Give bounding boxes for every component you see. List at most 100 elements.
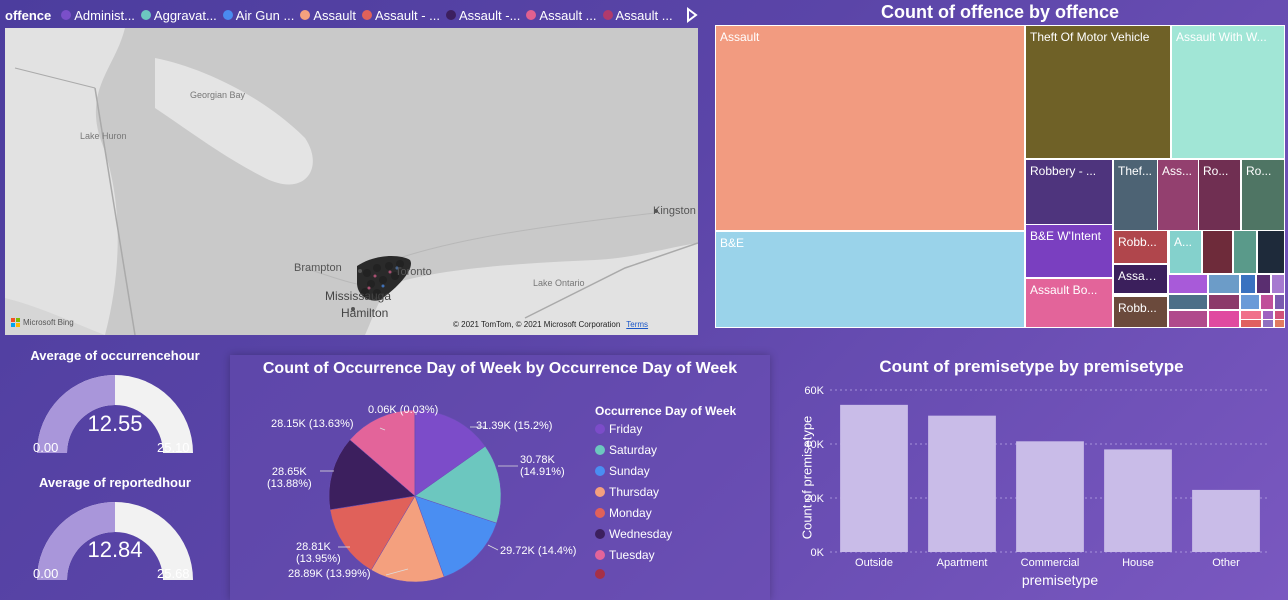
pie-legend-label: Tuesday bbox=[609, 548, 655, 562]
treemap-tile[interactable] bbox=[1275, 295, 1284, 309]
gauge-max: 25.10 bbox=[157, 440, 190, 455]
pie-legend-item[interactable]: Wednesday bbox=[595, 527, 672, 541]
pie-slice[interactable] bbox=[370, 495, 445, 583]
treemap-tile[interactable] bbox=[1258, 231, 1284, 273]
gauge-fill bbox=[37, 375, 115, 453]
gauge-min: 0.00 bbox=[33, 440, 59, 455]
bar-x-tick: Outside bbox=[855, 557, 893, 569]
treemap-tile[interactable] bbox=[1209, 295, 1239, 309]
map-label-lake-ontario: Lake Ontario bbox=[533, 278, 585, 288]
pie-legend-item[interactable]: Saturday bbox=[595, 443, 657, 457]
map-legend-label: Administ... bbox=[74, 7, 135, 23]
legend-dot-icon bbox=[602, 10, 613, 20]
map-terms-link[interactable]: Terms bbox=[626, 320, 649, 329]
pie-legend-label: Sunday bbox=[609, 464, 650, 478]
map-canvas bbox=[5, 28, 698, 335]
treemap-tile[interactable] bbox=[1203, 231, 1232, 273]
pie-legend-item[interactable]: Sunday bbox=[595, 464, 650, 478]
pie-legend-label: Thursday bbox=[609, 485, 660, 499]
pie-slice[interactable] bbox=[414, 446, 502, 524]
treemap-tile[interactable] bbox=[1241, 311, 1261, 319]
treemap-tile[interactable] bbox=[1275, 320, 1284, 327]
treemap-tile[interactable]: Ro... bbox=[1199, 160, 1240, 230]
treemap-tile[interactable] bbox=[1234, 231, 1256, 273]
treemap-tile[interactable] bbox=[1257, 275, 1270, 293]
bar-x-axis-label: premisetype bbox=[1021, 572, 1099, 588]
pie-slice[interactable] bbox=[328, 439, 416, 510]
gauge-value: 12.84 bbox=[87, 537, 143, 562]
treemap-tile[interactable]: Robb... bbox=[1114, 297, 1167, 327]
map-legend-item[interactable]: Assault bbox=[300, 8, 356, 23]
pie-legend-item[interactable]: Friday bbox=[595, 422, 642, 436]
legend-next-icon[interactable] bbox=[686, 7, 698, 23]
gauge-reportedhour[interactable]: Average of reportedhour bbox=[0, 475, 230, 490]
bar[interactable] bbox=[1104, 449, 1172, 552]
treemap-visual[interactable]: Assault Theft Of Motor Vehicle Assault Wit… bbox=[715, 25, 1285, 328]
pie-legend-item[interactable] bbox=[595, 569, 609, 579]
map-legend-item[interactable]: Assault -... bbox=[446, 8, 520, 23]
treemap-tile[interactable]: Theft Of Motor Vehicle bbox=[1026, 26, 1170, 158]
bar-y-tick: 40K bbox=[804, 439, 824, 451]
gauge-title: Average of occurrencehour bbox=[30, 348, 200, 363]
pie-slice[interactable] bbox=[349, 409, 416, 497]
map-legend-item[interactable]: Assault ... bbox=[602, 8, 673, 23]
legend-dot-icon bbox=[526, 10, 537, 20]
treemap-tile[interactable] bbox=[1241, 295, 1259, 309]
bar-y-tick: 0K bbox=[811, 547, 825, 559]
map-label-toronto: Toronto bbox=[395, 266, 432, 278]
map-legend-item[interactable]: Air Gun ... bbox=[222, 8, 294, 23]
map-legend-item[interactable]: Assault ... bbox=[526, 8, 597, 23]
treemap-tile[interactable]: Assault bbox=[716, 26, 1024, 230]
treemap-tile[interactable]: Thef... bbox=[1114, 160, 1157, 230]
treemap-tile[interactable] bbox=[1272, 275, 1284, 293]
bar[interactable] bbox=[928, 415, 996, 552]
map-legend-item[interactable]: Administ... bbox=[61, 8, 135, 23]
treemap-title: Count of offence by offence bbox=[881, 2, 1119, 22]
treemap-tile[interactable]: B&E W'Intent bbox=[1026, 225, 1112, 277]
map-legend-item[interactable]: Aggravat... bbox=[140, 8, 217, 23]
pie-data-label: 28.81K (13.95%) bbox=[296, 541, 341, 565]
gauge-occurrencehour[interactable]: Average of occurrencehour bbox=[0, 348, 230, 363]
map-legend-item[interactable]: Assault - ... bbox=[361, 8, 440, 23]
pie-legend-item[interactable]: Monday bbox=[595, 506, 652, 520]
map-visual[interactable]: Georgian Bay Lake Huron Lake Ontario Bra… bbox=[5, 28, 698, 335]
bar[interactable] bbox=[1192, 489, 1260, 552]
treemap-tile[interactable]: Ro... bbox=[1242, 160, 1284, 230]
map-copyright: © 2021 TomTom, © 2021 Microsoft Corporat… bbox=[453, 320, 648, 329]
bar-chart[interactable]: 0K 20K 40K 60K Outside Apartment Commercial Hou… bbox=[780, 380, 1280, 575]
treemap-tile[interactable] bbox=[1275, 311, 1284, 319]
treemap-tile[interactable]: Assault Bo... bbox=[1026, 279, 1112, 327]
treemap-tile[interactable] bbox=[1241, 275, 1255, 293]
pie-slice[interactable] bbox=[414, 409, 486, 497]
bar[interactable] bbox=[840, 404, 908, 552]
pie-slice[interactable] bbox=[414, 495, 497, 578]
bar[interactable] bbox=[1016, 441, 1084, 552]
treemap-tile[interactable] bbox=[1169, 311, 1207, 327]
treemap-tile[interactable] bbox=[1263, 320, 1273, 327]
legend-dot-icon bbox=[446, 10, 456, 20]
treemap-tile[interactable]: Ass... bbox=[1158, 160, 1198, 230]
treemap-tile[interactable] bbox=[1209, 311, 1239, 327]
treemap-tile[interactable]: Robb... bbox=[1114, 231, 1167, 263]
pie-slice[interactable] bbox=[329, 495, 416, 571]
bar-chart-title: Count of premisetype by premisetype bbox=[879, 357, 1184, 376]
treemap-tile[interactable] bbox=[1261, 295, 1273, 309]
treemap-tile[interactable]: Assaul... bbox=[1114, 265, 1167, 293]
pie-chart-card[interactable]: Count of Occurrence Day of Week by Occur… bbox=[230, 355, 770, 600]
treemap-tile[interactable] bbox=[1263, 311, 1273, 319]
pie-legend-item[interactable]: Thursday bbox=[595, 485, 659, 499]
bing-label: Microsoft Bing bbox=[23, 318, 74, 327]
treemap-tile[interactable]: Robbery - ... bbox=[1026, 160, 1112, 224]
pie-legend-item[interactable]: Tuesday bbox=[595, 548, 655, 562]
treemap-tile[interactable]: A... bbox=[1170, 231, 1201, 273]
treemap-tile[interactable] bbox=[1169, 275, 1207, 293]
treemap-tile[interactable] bbox=[1209, 275, 1239, 293]
treemap-tile[interactable]: B&E bbox=[716, 232, 1024, 327]
map-label-kingston: Kingston bbox=[653, 205, 696, 217]
treemap-tile[interactable]: Assault With W... bbox=[1172, 26, 1284, 158]
map-copyright-text: © 2021 TomTom, © 2021 Microsoft Corporat… bbox=[453, 320, 621, 329]
treemap-tile[interactable] bbox=[1241, 320, 1261, 327]
legend-dot-icon bbox=[361, 10, 372, 20]
map-legend-items: Administ... Aggravat... Air Gun ... Assault… bbox=[61, 8, 673, 23]
treemap-tile[interactable] bbox=[1169, 295, 1207, 309]
